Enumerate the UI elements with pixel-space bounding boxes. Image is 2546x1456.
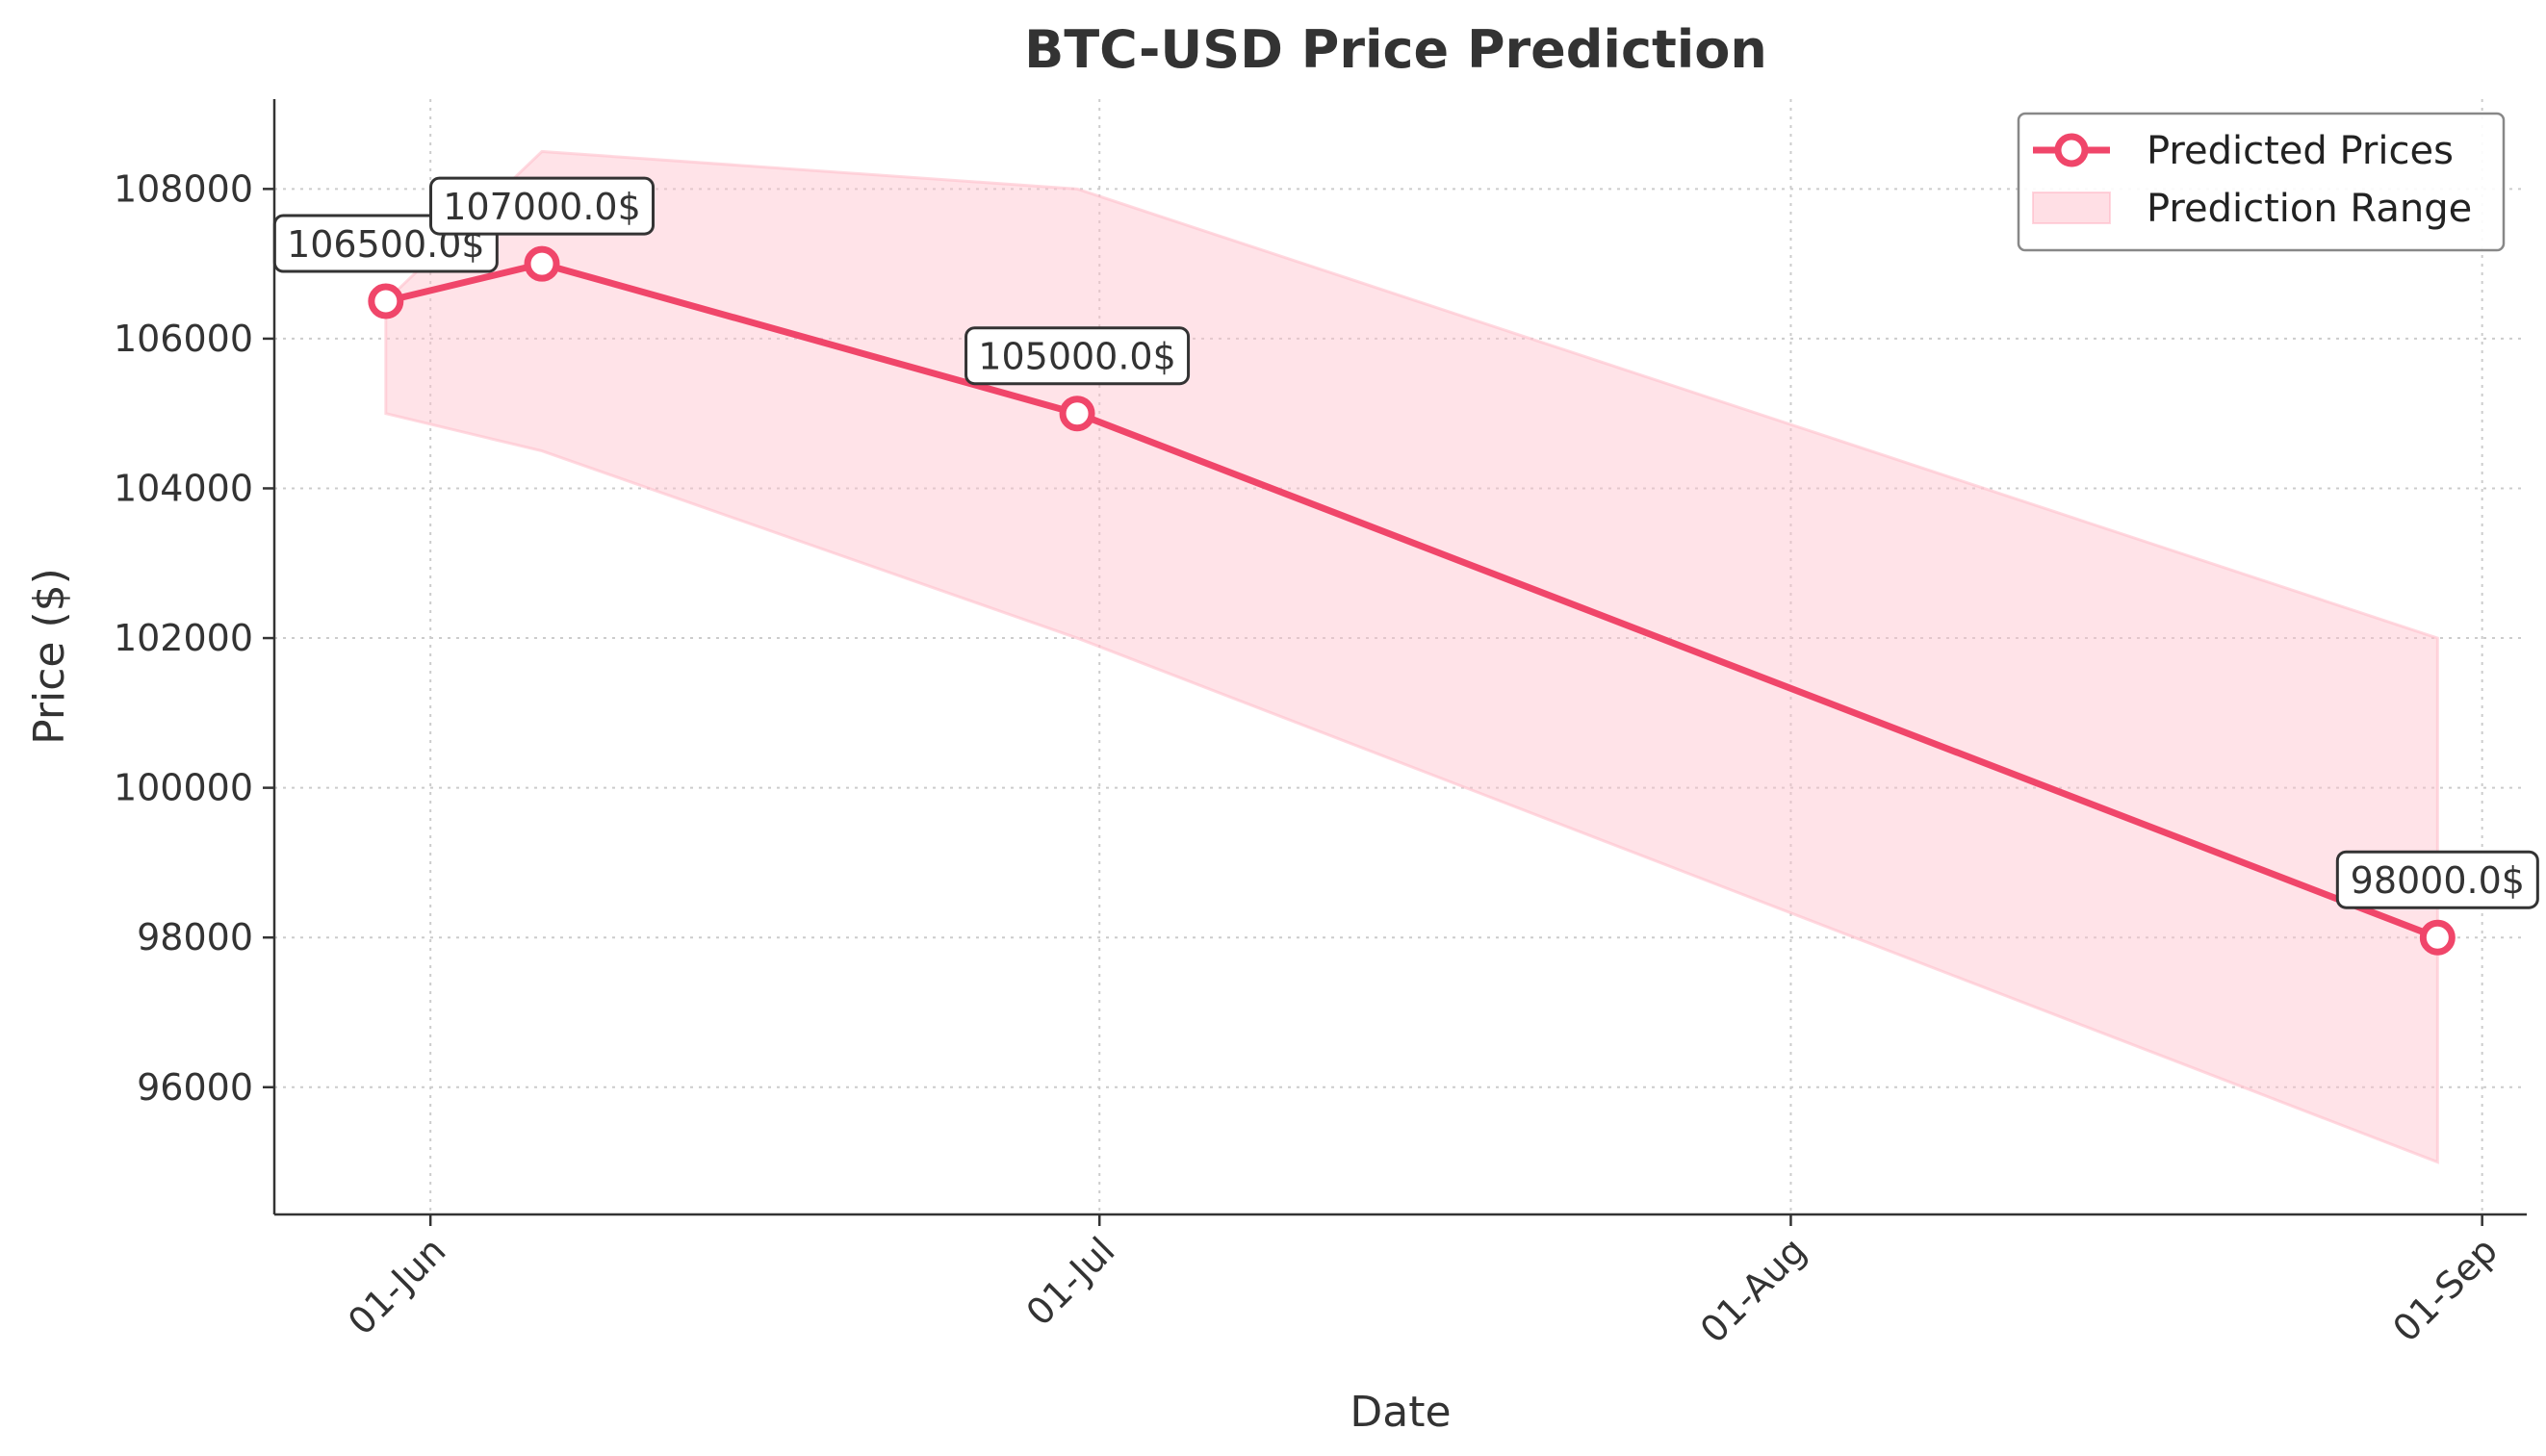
x-axis-label: Date (1350, 1388, 1451, 1437)
y-tick-label-5: 106000 (114, 318, 253, 360)
y-tick-label-2: 100000 (114, 767, 253, 809)
data-points (368, 245, 2456, 956)
y-tick-label-0: 96000 (137, 1066, 253, 1109)
annotation-box-2 (964, 326, 1191, 386)
y-tick-label-4: 104000 (114, 467, 253, 509)
y-axis-ticks: 96000 98000 100000 102000 104000 106000 108000 (114, 167, 274, 1109)
y-axis-label: Price ($) (25, 568, 74, 745)
annotation-box-3 (2335, 850, 2539, 909)
annotation-box-1 (429, 176, 656, 236)
data-point-1 (524, 245, 560, 282)
legend-band-swatch (2032, 192, 2111, 224)
y-tick-label-3: 102000 (114, 617, 253, 659)
annotations: 106500.0$107000.0$105000.0$98000.0$ (272, 176, 2539, 909)
y-tick-label-1: 98000 (137, 916, 253, 958)
annotation-label-1: 107000.0$ (443, 186, 641, 228)
predicted-prices-line (385, 260, 2439, 941)
legend-marker-swatch (2054, 133, 2089, 167)
prediction-range-band (384, 149, 2439, 1164)
prediction-range-area (384, 149, 2439, 1164)
annotation-label-2: 105000.0$ (978, 336, 1176, 378)
legend-entry-predicted-prices: Predicted Prices (2147, 129, 2454, 173)
y-tick-label-6: 108000 (114, 167, 253, 210)
legend-frame (2017, 112, 2506, 252)
legend-entry-prediction-range: Prediction Range (2147, 187, 2472, 231)
annotation-label-3: 98000.0$ (2351, 859, 2525, 902)
predicted-prices-series (385, 260, 2439, 941)
chart-title: BTC-USD Price Prediction (1024, 19, 1767, 80)
data-point-2 (1059, 396, 1095, 432)
axes (272, 99, 2527, 1216)
data-point-3 (2419, 919, 2456, 956)
legend: Predicted Prices Prediction Range (2017, 112, 2506, 252)
data-point-0 (368, 283, 404, 319)
